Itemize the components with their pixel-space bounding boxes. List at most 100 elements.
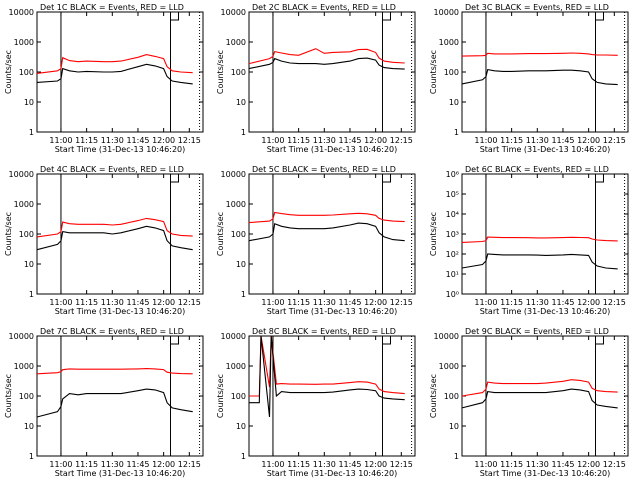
x-tick-label: 12:15 [603, 298, 626, 307]
y-tick-label: 1 [241, 128, 246, 137]
x-tick-label: 12:00 [577, 298, 600, 307]
x-tick-label: 11:15 [500, 136, 523, 145]
plot-frame [248, 11, 416, 133]
x-tick-label: 11:00 [474, 298, 497, 307]
series-lld-line [36, 368, 193, 375]
y-tick-label: 10¹ [446, 270, 459, 279]
y-tick-label: 1000 [14, 362, 34, 371]
x-tick-label: 11:00 [474, 136, 497, 145]
y-axis-title: Counts/sec [429, 374, 438, 418]
y-tick-label: 1000 [14, 200, 34, 209]
x-axis-title: Start Time (31-Dec-13 10:46:20) [55, 145, 186, 154]
x-tick-label: 11:15 [500, 298, 523, 307]
panel-title: Det 6C BLACK = Events, RED = LLD [465, 165, 609, 174]
bracket-mark [595, 12, 604, 21]
series-lld-line [248, 48, 405, 65]
y-tick-label: 100 [19, 230, 34, 239]
x-axis-title: Start Time (31-Dec-13 10:46:20) [267, 469, 398, 478]
plot-frame [248, 335, 416, 457]
series-lld-line [36, 217, 193, 238]
x-tick-label: 11:00 [261, 460, 284, 469]
y-tick-label: 1 [241, 452, 246, 461]
y-tick-label: 100 [231, 230, 246, 239]
x-tick-label: 11:30 [101, 136, 124, 145]
series-events-line [461, 68, 618, 86]
panel-title: Det 2C BLACK = Events, RED = LLD [252, 3, 396, 12]
plot-frame [461, 173, 629, 295]
series-lld-line [461, 379, 618, 397]
y-tick-label: 1 [454, 452, 459, 461]
x-tick-label: 11:00 [261, 136, 284, 145]
series-events-line [248, 222, 405, 242]
x-tick-label: 12:00 [152, 136, 175, 145]
x-tick-label: 11:30 [101, 460, 124, 469]
x-tick-label: 11:30 [526, 136, 549, 145]
x-tick-label: 12:00 [152, 298, 175, 307]
x-tick-label: 12:00 [364, 298, 387, 307]
y-tick-label: 10 [449, 422, 459, 431]
y-tick-label: 10⁰ [446, 290, 459, 299]
y-tick-label: 1000 [439, 362, 459, 371]
series-events-line [36, 388, 193, 418]
y-tick-label: 10 [236, 260, 246, 269]
x-tick-label: 11:30 [526, 460, 549, 469]
y-tick-label: 1000 [226, 38, 246, 47]
bracket-mark [382, 336, 391, 345]
x-tick-label: 11:30 [526, 298, 549, 307]
y-tick-label: 10000 [434, 332, 459, 341]
y-tick-label: 10² [446, 250, 459, 259]
x-tick-label: 11:15 [75, 460, 98, 469]
plot-frame [36, 335, 204, 457]
y-tick-label: 10⁶ [446, 170, 459, 179]
y-tick-label: 10000 [221, 8, 246, 17]
x-tick-label: 11:15 [75, 136, 98, 145]
x-tick-label: 11:15 [75, 298, 98, 307]
y-tick-label: 10000 [221, 170, 246, 179]
x-tick-label: 11:00 [49, 298, 72, 307]
x-tick-label: 11:30 [101, 298, 124, 307]
y-tick-label: 10000 [9, 170, 34, 179]
bracket-mark [595, 336, 604, 345]
series-events-line [36, 225, 193, 251]
x-tick-label: 11:15 [287, 460, 310, 469]
x-tick-label: 12:00 [364, 136, 387, 145]
y-axis-title: Counts/sec [4, 212, 13, 256]
y-tick-label: 100 [231, 68, 246, 77]
x-tick-label: 11:00 [49, 460, 72, 469]
x-axis-title: Start Time (31-Dec-13 10:46:20) [55, 469, 186, 478]
y-tick-label: 10 [449, 98, 459, 107]
x-tick-label: 12:00 [577, 460, 600, 469]
x-tick-label: 11:45 [551, 460, 574, 469]
y-axis-title: Counts/sec [216, 50, 225, 94]
series-events-line [461, 388, 618, 409]
y-tick-label: 1 [29, 290, 34, 299]
panel-title: Det 7C BLACK = Events, RED = LLD [40, 327, 184, 336]
panel-title: Det 9C BLACK = Events, RED = LLD [465, 327, 609, 336]
x-tick-label: 11:45 [338, 136, 361, 145]
series-events-line [248, 57, 405, 70]
x-tick-label: 11:00 [49, 136, 72, 145]
y-axis-title: Counts/sec [216, 374, 225, 418]
panel-title: Det 3C BLACK = Events, RED = LLD [465, 3, 609, 12]
x-tick-label: 12:00 [577, 136, 600, 145]
y-tick-label: 10000 [9, 8, 34, 17]
panel-title: Det 4C BLACK = Events, RED = LLD [40, 165, 184, 174]
x-tick-label: 12:00 [364, 460, 387, 469]
y-tick-label: 1 [241, 290, 246, 299]
y-tick-label: 100 [19, 392, 34, 401]
x-axis-title: Start Time (31-Dec-13 10:46:20) [480, 307, 611, 316]
x-tick-label: 11:45 [551, 298, 574, 307]
y-tick-label: 10³ [446, 230, 459, 239]
y-tick-label: 1000 [226, 362, 246, 371]
panel-title: Det 1C BLACK = Events, RED = LLD [40, 3, 184, 12]
series-events-line [249, 335, 405, 418]
x-tick-label: 11:45 [126, 136, 149, 145]
series-events-line [461, 253, 618, 270]
y-tick-label: 1000 [14, 38, 34, 47]
x-tick-label: 12:15 [178, 298, 201, 307]
y-tick-label: 10 [24, 98, 34, 107]
bracket-mark [382, 174, 391, 183]
x-tick-label: 12:15 [390, 298, 413, 307]
bracket-mark [382, 12, 391, 21]
